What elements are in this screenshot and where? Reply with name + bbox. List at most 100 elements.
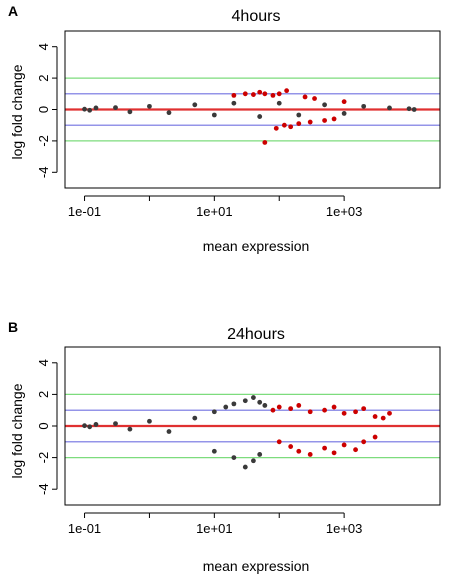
panel-b-point [296, 403, 302, 408]
panel-b-y-tick-label: 4 [36, 359, 51, 366]
panel-b-point [211, 409, 217, 415]
panel-b-point [257, 399, 263, 405]
panel-a-point [361, 103, 367, 109]
panel-a-point [257, 114, 263, 119]
panel-b-point [387, 410, 392, 416]
panel-a-point [322, 102, 327, 108]
panel-b-point [257, 452, 263, 457]
panel-a-y-tick-label: -4 [36, 167, 51, 179]
panel-a-y-tick-label: -2 [36, 135, 51, 147]
panel-b-point [361, 406, 367, 412]
panel-b-point [242, 398, 248, 404]
panel-b-plot: 1e-01 1e+01 1e+03 4 2 0 -2 -4 [36, 346, 441, 536]
panel-a-point [127, 109, 133, 115]
panel-b-point [87, 424, 93, 430]
panel-a-title: 4hours [232, 8, 281, 25]
panel-a-point [262, 91, 268, 97]
panel-a-point [113, 105, 118, 111]
panel-a-point [406, 106, 412, 112]
panel-b-point [270, 407, 276, 413]
panel-a-point [262, 140, 268, 145]
panel-b-point [192, 415, 198, 421]
panel-b-point [276, 404, 282, 410]
panel-a-point [284, 88, 290, 94]
panel-a-x-tick-label: 1e-01 [68, 204, 101, 219]
panel-b-point [251, 395, 256, 400]
panel-b-point [231, 455, 237, 460]
panel-a-y-tick-label: 0 [36, 106, 51, 113]
panel-a-point [288, 124, 294, 130]
panel-b-xlabel: mean expression [203, 558, 310, 574]
panel-a-point [251, 92, 256, 97]
panel-a-point [331, 116, 337, 122]
panel-b-point [307, 452, 313, 457]
panel-a-plot-frame [64, 30, 441, 189]
panel-a-point [147, 103, 152, 109]
panel-b-title: 24hours [227, 326, 285, 343]
panel-b-point [322, 445, 327, 451]
panel-a-point [192, 102, 198, 108]
panel-b-point [380, 415, 386, 421]
panel-b-point [288, 406, 294, 412]
panel-a-point [276, 91, 282, 97]
panel-a-point [341, 99, 347, 105]
panel-b-point [211, 448, 217, 454]
panel-b-y-tick-label: 0 [36, 422, 51, 429]
panel-b-point [82, 423, 87, 429]
panel-a-x-tick-label: 1e+03 [326, 204, 363, 219]
panel-b-x-tick-label: 1e+03 [326, 521, 363, 536]
panel-b-point [251, 458, 256, 464]
panel-a-plot: 1e-01 1e+01 1e+03 4 2 0 -2 -4 [36, 30, 441, 219]
panel-b: B 24hours 1e-01 1e+01 1e+03 4 2 0 -2 -4 mean ex… [8, 319, 441, 574]
panel-b-point [353, 409, 358, 415]
panel-a-point [276, 100, 282, 106]
panel-a-point [411, 107, 417, 112]
panel-b-point [166, 429, 172, 434]
panel-a-point [322, 118, 327, 123]
panel-b-point [361, 439, 367, 445]
panel-b-x-tick-label: 1e-01 [68, 521, 101, 536]
panel-a-y-tick-label: 2 [36, 74, 51, 81]
panel-a-point [296, 121, 302, 127]
panel-b-point [372, 414, 378, 419]
panel-a-point [231, 100, 237, 106]
panel-letter-a: A [8, 3, 18, 19]
panel-b-point [341, 410, 347, 416]
panel-b-point [296, 448, 302, 454]
panel-a-point [307, 119, 313, 125]
panel-a-point [231, 92, 237, 98]
panel-b-point [113, 421, 118, 427]
panel-a-point [211, 112, 217, 118]
panel-b-y-tick-label: -2 [36, 452, 51, 464]
panel-b-point [341, 442, 347, 448]
panel-b-point [223, 404, 229, 410]
panel-b-ylabel: log fold change [9, 383, 25, 478]
panel-b-point [147, 418, 152, 424]
panel-a-x-tick-label: 1e+01 [196, 204, 233, 219]
panel-b-point [331, 450, 337, 456]
panel-b-point [127, 426, 133, 432]
panel-a-point [281, 122, 287, 128]
panel-b-point [288, 444, 294, 449]
panel-b-y-tick-label: -4 [36, 483, 51, 495]
panel-b-point [331, 404, 337, 410]
panel-a-point [93, 105, 99, 111]
panel-b-point [322, 407, 327, 413]
panel-a-y-tick-label: 4 [36, 43, 51, 50]
panel-b-point [93, 422, 99, 427]
panel-b-point [353, 447, 358, 453]
panel-a-point [270, 92, 276, 98]
panel-b-plot-frame [64, 346, 441, 506]
panel-b-point [242, 464, 248, 470]
panel-a-ylabel: log fold change [9, 64, 25, 159]
panel-a-point [166, 110, 172, 116]
panel-a-point [82, 106, 87, 112]
panel-a-xlabel: mean expression [203, 238, 310, 254]
panel-a-point [341, 111, 347, 116]
panel-b-x-tick-label: 1e+01 [196, 521, 233, 536]
panel-a-point [242, 91, 248, 97]
panel-a-point [87, 107, 93, 113]
panel-a: A 4hours 1e-01 1e+01 1e+03 4 2 0 -2 -4 mean exp… [8, 3, 441, 254]
panel-letter-b: B [8, 319, 18, 335]
